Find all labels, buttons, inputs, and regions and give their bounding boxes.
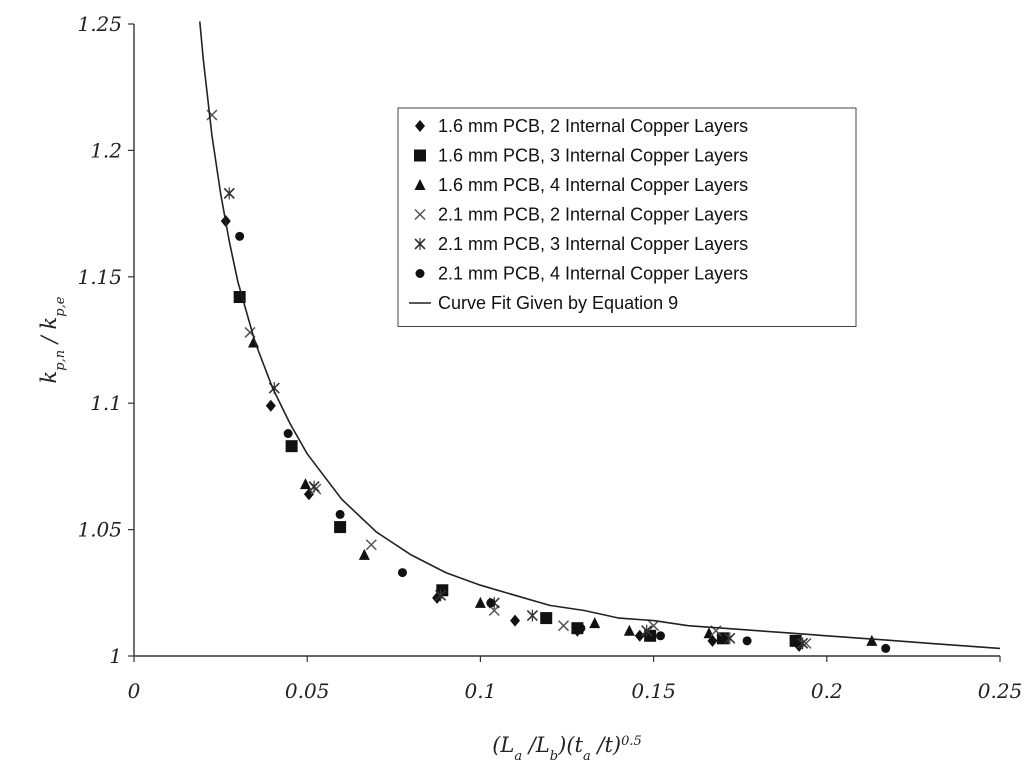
data-point-series-2 <box>540 612 553 625</box>
legend-label-4: 2.1 mm PCB, 2 Internal Copper Layers <box>438 205 748 225</box>
x-tick-label: 0.25 <box>978 679 1023 703</box>
legend-label-1: 1.6 mm PCB, 2 Internal Copper Layers <box>438 116 748 136</box>
data-point-series-5 <box>796 637 809 650</box>
data-point-series-4 <box>365 539 377 551</box>
y-tick-label: 1.2 <box>90 138 122 162</box>
y-tick-label: 1.25 <box>77 12 122 36</box>
y-tick-label: 1.05 <box>77 518 122 542</box>
legend-label-2: 1.6 mm PCB, 3 Internal Copper Layers <box>438 146 748 166</box>
legend-marker-4 <box>414 208 426 221</box>
axes: 1 1.05 1.1 1.15 1.2 1.25 0 0.05 0.1 0.15 0.2 0.25 (L… <box>37 12 1022 764</box>
data-point-series-6 <box>881 643 891 653</box>
y-tick-label: 1.15 <box>77 265 122 289</box>
y-tick-label: 1 <box>109 644 122 668</box>
data-point-series-3 <box>623 624 635 636</box>
data-point-series-3 <box>866 634 878 646</box>
legend-marker-5 <box>414 238 426 250</box>
data-point-series-1 <box>265 399 276 412</box>
data-point-series-6 <box>486 598 496 608</box>
data-point-series-4 <box>648 620 660 632</box>
x-tick-label: 0.15 <box>631 679 676 703</box>
legend-box <box>397 107 857 327</box>
data-point-series-3 <box>589 617 601 629</box>
data-point-series-6 <box>335 509 345 519</box>
data-point-series-3 <box>299 478 311 490</box>
data-point-series-6 <box>742 636 752 646</box>
data-point-series-1 <box>303 488 314 501</box>
legend-marker-6 <box>415 269 425 278</box>
y-tick-label: 1.1 <box>90 391 122 415</box>
legend-label-6: 2.1 mm PCB, 4 Internal Copper Layers <box>438 264 748 284</box>
data-point-series-5 <box>526 609 538 622</box>
data-point-series-3 <box>474 596 486 608</box>
data-point-series-5 <box>308 480 320 493</box>
legend-label-3: 1.6 mm PCB, 4 Internal Copper Layers <box>438 175 748 195</box>
data-point-series-3 <box>358 548 370 560</box>
legend-marker-2 <box>414 149 426 162</box>
data-point-series-5 <box>724 632 736 645</box>
data-point-series-6 <box>576 623 586 633</box>
x-tick-label: 0 <box>128 679 141 703</box>
legend: 1.6 mm PCB, 2 Internal Copper Layers 1.6 … <box>397 107 857 327</box>
legend-marker-3 <box>414 179 426 190</box>
x-tick-label: 0.1 <box>464 679 496 703</box>
x-tick-label: 0.05 <box>285 679 330 703</box>
data-point-series-1 <box>634 629 645 642</box>
data-point-series-6 <box>235 231 245 241</box>
data-point-series-6 <box>656 631 666 641</box>
y-axis-label: kp,n / kp,e <box>37 296 68 383</box>
x-axis-label: (La /Lb)(ta /t)0.5 <box>492 733 642 764</box>
data-point-series-5 <box>641 624 653 637</box>
x-tick-label: 0.2 <box>811 679 843 703</box>
data-point-series-4 <box>558 620 570 632</box>
curve-fit-line <box>199 21 1001 650</box>
data-point-series-2 <box>789 634 802 647</box>
data-point-series-6 <box>397 568 407 578</box>
data-point-series-6 <box>283 429 293 439</box>
data-point-series-5 <box>223 187 235 200</box>
data-point-series-1 <box>510 614 521 627</box>
data-point-series-2 <box>334 521 347 534</box>
legend-label-7: Curve Fit Given by Equation 9 <box>438 293 678 313</box>
plot-area <box>199 21 1001 653</box>
legend-label-5: 2.1 mm PCB, 3 Internal Copper Layers <box>438 234 748 254</box>
data-point-series-2 <box>285 440 298 453</box>
legend-marker-1 <box>415 120 425 132</box>
data-point-series-5 <box>434 589 447 602</box>
